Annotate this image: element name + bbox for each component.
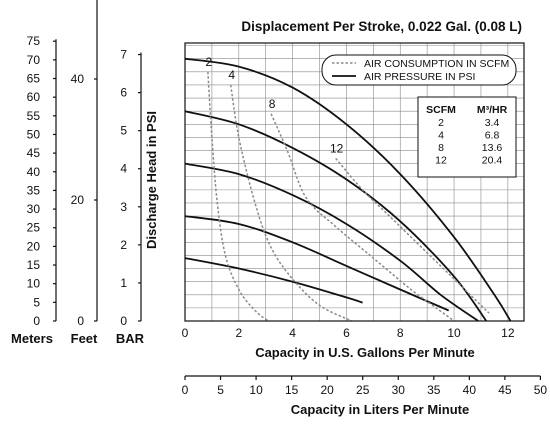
- liters-axis-title: Capacity in Liters Per Minute: [291, 402, 469, 417]
- air-pressure-curve-3: [184, 162, 479, 322]
- side-scale-tick-label: 1: [120, 276, 127, 290]
- side-scale-tick-label: 0: [120, 314, 127, 328]
- air-consumption-curve-4-scfm: [229, 84, 353, 322]
- x-tick-label: 6: [343, 326, 350, 340]
- legend-air-label: AIR CONSUMPTION IN SCFM: [364, 58, 509, 70]
- side-scale-tick-label: 75: [27, 34, 41, 48]
- air-pressure-curve-1: [184, 57, 512, 322]
- side-scale-tick-label: 15: [27, 258, 41, 272]
- liters-tick-label: 35: [427, 383, 441, 397]
- side-scale-tick-label: 0: [33, 314, 40, 328]
- side-scale-tick-label: 7: [120, 48, 127, 62]
- m3hr-header: M³/HR: [477, 104, 508, 116]
- side-scale-tick-label: 35: [27, 183, 41, 197]
- side-scale-tick-label: 20: [71, 193, 85, 207]
- chart-title: Displacement Per Stroke, 0.022 Gal. (0.0…: [241, 19, 522, 34]
- m3hr-cell: 6.8: [485, 130, 500, 142]
- x-tick-label: 4: [289, 326, 296, 340]
- air-curve-label-4: 4: [228, 68, 235, 82]
- m3hr-cell: 20.4: [482, 155, 503, 167]
- scfm-table: SCFM M³/HR 2 3.4 4 6.8 8 13.6 12 20.4: [417, 96, 517, 178]
- side-scales: 051015202530354045505560657075Meters0204…: [11, 0, 145, 346]
- x-axis-ticks: 0 2 4 6 8 10 12: [182, 326, 515, 340]
- side-scale-tick-label: 3: [120, 200, 127, 214]
- side-scale-tick-label: 65: [27, 72, 41, 86]
- side-scale-tick-label: 45: [27, 146, 41, 160]
- liters-tick-label: 10: [249, 383, 263, 397]
- side-scale-tick-label: 40: [27, 165, 41, 179]
- side-scale-tick-label: 55: [27, 109, 41, 123]
- air-pressure-curve-2: [184, 110, 488, 322]
- side-scale-tick-label: 10: [27, 277, 41, 291]
- side-scale-tick-label: 40: [71, 72, 85, 86]
- liters-tick-label: 40: [463, 383, 477, 397]
- y-axis-title: Discharge Head in PSI: [144, 111, 159, 249]
- side-scale-tick-label: 25: [27, 221, 41, 235]
- air-curve-label-12: 12: [330, 141, 344, 155]
- scfm-cell: 4: [438, 130, 444, 142]
- side-scale-tick-label: 4: [120, 162, 127, 176]
- liters-tick-label: 15: [285, 383, 299, 397]
- air-pressure-curve-4: [184, 215, 450, 312]
- x-tick-label: 12: [501, 326, 515, 340]
- scfm-header: SCFM: [426, 104, 456, 116]
- liters-scale: 0 5 10 15 20 25 30 35 40 45 50: [182, 375, 548, 397]
- plot-frame: [184, 42, 525, 322]
- x-tick-label: 10: [447, 326, 461, 340]
- scfm-cell: 12: [435, 155, 447, 167]
- legend-pressure-label: AIR PRESSURE IN PSI: [364, 71, 475, 83]
- liters-tick-label: 50: [534, 383, 548, 397]
- liters-tick-label: 25: [356, 383, 370, 397]
- side-scale-tick-label: 50: [27, 127, 41, 141]
- air-curve-label-8: 8: [269, 97, 276, 111]
- air-consumption-curve-12-scfm: [335, 157, 490, 314]
- side-scale-title: Feet: [71, 331, 98, 346]
- x-axis-title: Capacity in U.S. Gallons Per Minute: [255, 345, 475, 360]
- side-scale-title: Meters: [11, 331, 53, 346]
- scfm-cell: 8: [438, 142, 444, 154]
- m3hr-cell: 3.4: [485, 117, 500, 129]
- side-scale-tick-label: 5: [33, 295, 40, 309]
- air-consumption-curve-2-scfm: [207, 71, 269, 322]
- liters-tick-label: 20: [320, 383, 334, 397]
- legend-box: [321, 54, 517, 86]
- air-curve-label-2: 2: [206, 55, 213, 69]
- side-scale-tick-label: 60: [27, 90, 41, 104]
- x-tick-label: 2: [235, 326, 242, 340]
- side-scale-tick-label: 6: [120, 86, 127, 100]
- legend: AIR CONSUMPTION IN SCFM AIR PRESSURE IN …: [321, 54, 517, 86]
- scfm-cell: 2: [438, 117, 444, 129]
- x-tick-label: 8: [397, 326, 404, 340]
- air-consumption-curve-8-scfm: [270, 113, 455, 322]
- liters-tick-label: 5: [217, 383, 224, 397]
- side-scale-tick-label: 0: [77, 314, 84, 328]
- scfm-rows: 2 3.4 4 6.8 8 13.6 12 20.4: [435, 117, 502, 167]
- side-scale-tick-label: 70: [27, 53, 41, 67]
- side-scale-tick-label: 5: [120, 124, 127, 138]
- air-pressure-curve-5: [184, 257, 363, 304]
- side-scale-title: BAR: [116, 331, 145, 346]
- side-scale-tick-label: 30: [27, 202, 41, 216]
- liters-tick-label: 0: [182, 383, 189, 397]
- scfm-table-box: [417, 96, 517, 178]
- side-scale-tick-label: 20: [27, 239, 41, 253]
- x-tick-label: 0: [182, 326, 189, 340]
- liters-tick-label: 30: [392, 383, 406, 397]
- m3hr-cell: 13.6: [482, 142, 503, 154]
- side-scale-tick-label: 2: [120, 238, 127, 252]
- liters-tick-label: 45: [498, 383, 512, 397]
